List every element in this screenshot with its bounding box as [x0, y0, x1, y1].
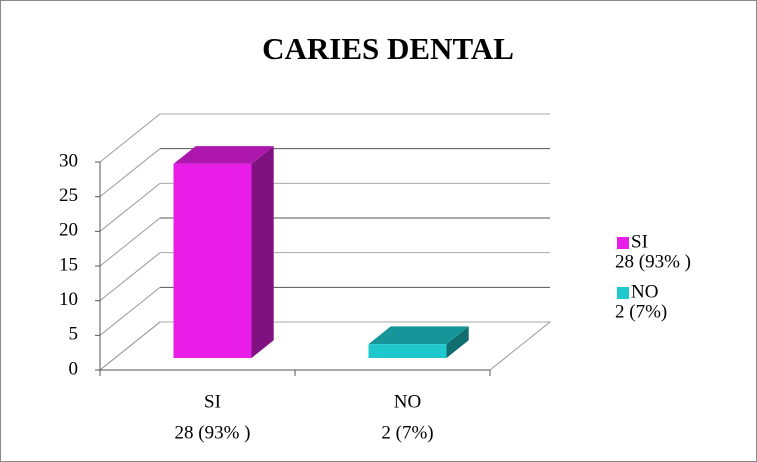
- bar-side: [251, 146, 274, 358]
- chart-title: CARIES DENTAL: [262, 31, 514, 66]
- bar-top: [368, 326, 469, 345]
- bar: [173, 163, 252, 358]
- legend-swatch: [617, 237, 629, 249]
- grid-line: [99, 182, 161, 232]
- x-tick-label: 2 (7%): [381, 422, 433, 443]
- grid-line: [99, 148, 161, 198]
- x-tick-label: NO: [394, 391, 421, 412]
- legend-label: 2 (7%): [615, 301, 667, 322]
- grid-line: [99, 252, 161, 302]
- grid-line: [99, 286, 161, 336]
- x-tick-label: SI: [204, 391, 221, 412]
- legend-label: SI: [631, 231, 648, 252]
- legend-swatch: [617, 287, 629, 299]
- y-tick-label: 20: [59, 220, 78, 241]
- y-tick-label: 15: [59, 254, 78, 275]
- grid-line: [99, 113, 161, 163]
- legend-label: NO: [631, 281, 658, 302]
- grid-line: [99, 321, 161, 371]
- bar: [368, 344, 447, 358]
- legend-label: 28 (93% ): [615, 251, 691, 272]
- y-tick-label: 30: [59, 150, 78, 171]
- grid-line: [99, 217, 161, 267]
- bar-top: [173, 146, 274, 164]
- y-tick-label: 0: [69, 358, 79, 379]
- y-tick-label: 5: [69, 324, 79, 345]
- x-tick-label: 28 (93% ): [175, 422, 251, 443]
- bar-side: [446, 326, 469, 358]
- y-tick-label: 25: [59, 185, 78, 206]
- y-tick-label: 10: [59, 289, 78, 310]
